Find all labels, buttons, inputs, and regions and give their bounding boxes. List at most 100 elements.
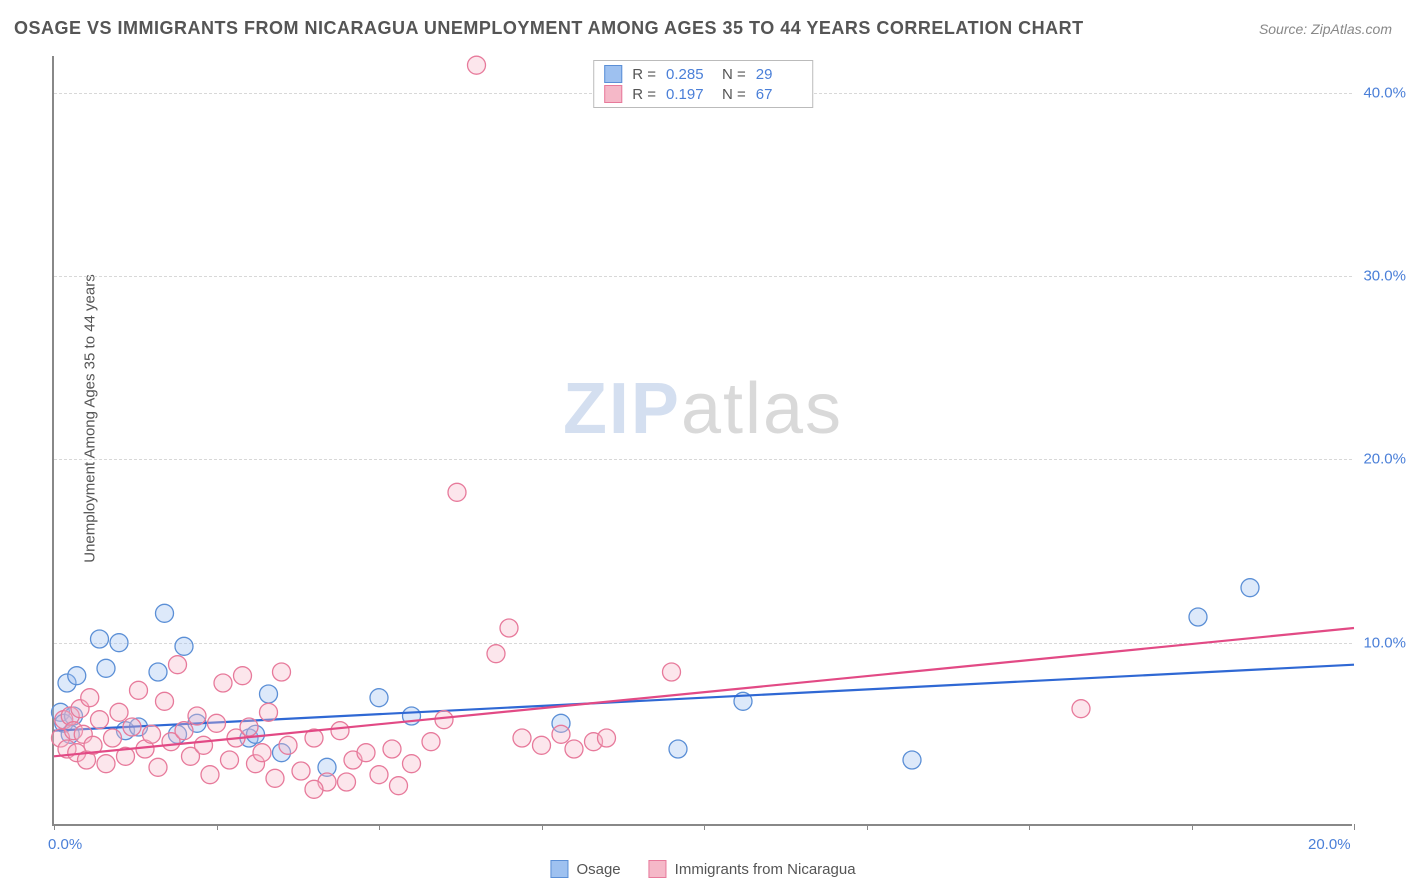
scatter-point-osage — [68, 667, 86, 685]
stats-legend-row: R = 0.285 N = 29 — [604, 65, 802, 83]
bottom-legend-item: Osage — [550, 860, 620, 878]
scatter-point-nicaragua — [214, 674, 232, 692]
scatter-point-nicaragua — [435, 711, 453, 729]
stats-legend-row: R = 0.197 N = 67 — [604, 85, 802, 103]
scatter-point-nicaragua — [448, 483, 466, 501]
n-label: N = — [722, 86, 746, 103]
scatter-point-osage — [175, 637, 193, 655]
scatter-point-osage — [91, 630, 109, 648]
scatter-point-nicaragua — [552, 725, 570, 743]
source-label: Source: ZipAtlas.com — [1259, 21, 1392, 37]
scatter-point-nicaragua — [565, 740, 583, 758]
r-label: R = — [632, 86, 656, 103]
scatter-point-nicaragua — [149, 758, 167, 776]
scatter-point-nicaragua — [130, 681, 148, 699]
legend-swatch — [604, 85, 622, 103]
scatter-plot-svg — [54, 56, 1352, 824]
scatter-point-nicaragua — [208, 714, 226, 732]
stats-legend: R = 0.285 N = 29 R = 0.197 N = 67 — [593, 60, 813, 108]
x-tick — [867, 824, 868, 830]
legend-label: Osage — [576, 861, 620, 878]
n-label: N = — [722, 66, 746, 83]
scatter-point-nicaragua — [663, 663, 681, 681]
x-tick — [1354, 824, 1355, 830]
r-value: 0.285 — [666, 66, 712, 83]
n-value: 67 — [756, 86, 802, 103]
scatter-point-nicaragua — [169, 656, 187, 674]
scatter-point-nicaragua — [513, 729, 531, 747]
x-tick — [217, 824, 218, 830]
scatter-point-nicaragua — [390, 777, 408, 795]
scatter-point-osage — [669, 740, 687, 758]
scatter-point-nicaragua — [403, 755, 421, 773]
legend-swatch — [604, 65, 622, 83]
scatter-point-nicaragua — [370, 766, 388, 784]
r-label: R = — [632, 66, 656, 83]
scatter-point-nicaragua — [195, 736, 213, 754]
scatter-point-nicaragua — [201, 766, 219, 784]
legend-label: Immigrants from Nicaragua — [675, 861, 856, 878]
scatter-point-osage — [97, 659, 115, 677]
scatter-point-nicaragua — [110, 703, 128, 721]
plot-area: ZIPatlas R =0.285N =29R =0.197N =67 10.0… — [52, 56, 1352, 826]
scatter-point-nicaragua — [81, 689, 99, 707]
chart-title: OSAGE VS IMMIGRANTS FROM NICARAGUA UNEMP… — [14, 18, 1084, 39]
trend-line-nicaragua — [54, 628, 1354, 756]
scatter-point-nicaragua — [91, 711, 109, 729]
n-value: 29 — [756, 66, 802, 83]
scatter-point-osage — [1189, 608, 1207, 626]
scatter-point-nicaragua — [273, 663, 291, 681]
scatter-point-nicaragua — [221, 751, 239, 769]
scatter-point-nicaragua — [123, 718, 141, 736]
bottom-legend: Osage Immigrants from Nicaragua — [550, 860, 855, 878]
scatter-point-osage — [260, 685, 278, 703]
scatter-point-nicaragua — [234, 667, 252, 685]
scatter-point-nicaragua — [487, 645, 505, 663]
scatter-point-nicaragua — [1072, 700, 1090, 718]
scatter-point-nicaragua — [338, 773, 356, 791]
scatter-point-nicaragua — [292, 762, 310, 780]
scatter-point-nicaragua — [533, 736, 551, 754]
scatter-point-nicaragua — [468, 56, 486, 74]
scatter-point-nicaragua — [357, 744, 375, 762]
scatter-point-osage — [149, 663, 167, 681]
scatter-point-nicaragua — [143, 725, 161, 743]
title-bar: OSAGE VS IMMIGRANTS FROM NICARAGUA UNEMP… — [14, 18, 1392, 39]
legend-swatch — [550, 860, 568, 878]
x-tick — [379, 824, 380, 830]
x-tick-label: 0.0% — [48, 836, 82, 853]
scatter-point-nicaragua — [305, 780, 323, 798]
scatter-point-nicaragua — [266, 769, 284, 787]
scatter-point-nicaragua — [279, 736, 297, 754]
scatter-point-osage — [903, 751, 921, 769]
scatter-point-nicaragua — [156, 692, 174, 710]
x-tick — [54, 824, 55, 830]
r-value: 0.197 — [666, 86, 712, 103]
scatter-point-osage — [110, 634, 128, 652]
bottom-legend-item: Immigrants from Nicaragua — [649, 860, 856, 878]
x-tick-label: 20.0% — [1308, 836, 1351, 853]
scatter-point-nicaragua — [500, 619, 518, 637]
y-tick-label: 20.0% — [1363, 451, 1406, 468]
scatter-point-nicaragua — [188, 707, 206, 725]
scatter-point-nicaragua — [97, 755, 115, 773]
scatter-point-nicaragua — [598, 729, 616, 747]
legend-swatch — [649, 860, 667, 878]
scatter-point-nicaragua — [253, 744, 271, 762]
scatter-point-nicaragua — [383, 740, 401, 758]
scatter-point-osage — [156, 604, 174, 622]
y-tick-label: 40.0% — [1363, 84, 1406, 101]
scatter-point-nicaragua — [175, 722, 193, 740]
scatter-point-nicaragua — [240, 718, 258, 736]
scatter-point-nicaragua — [104, 729, 122, 747]
y-tick-label: 30.0% — [1363, 268, 1406, 285]
scatter-point-osage — [1241, 579, 1259, 597]
scatter-point-osage — [370, 689, 388, 707]
x-tick — [1192, 824, 1193, 830]
y-tick-label: 10.0% — [1363, 634, 1406, 651]
scatter-point-nicaragua — [331, 722, 349, 740]
scatter-point-nicaragua — [260, 703, 278, 721]
scatter-point-nicaragua — [422, 733, 440, 751]
x-tick — [704, 824, 705, 830]
x-tick — [1029, 824, 1030, 830]
